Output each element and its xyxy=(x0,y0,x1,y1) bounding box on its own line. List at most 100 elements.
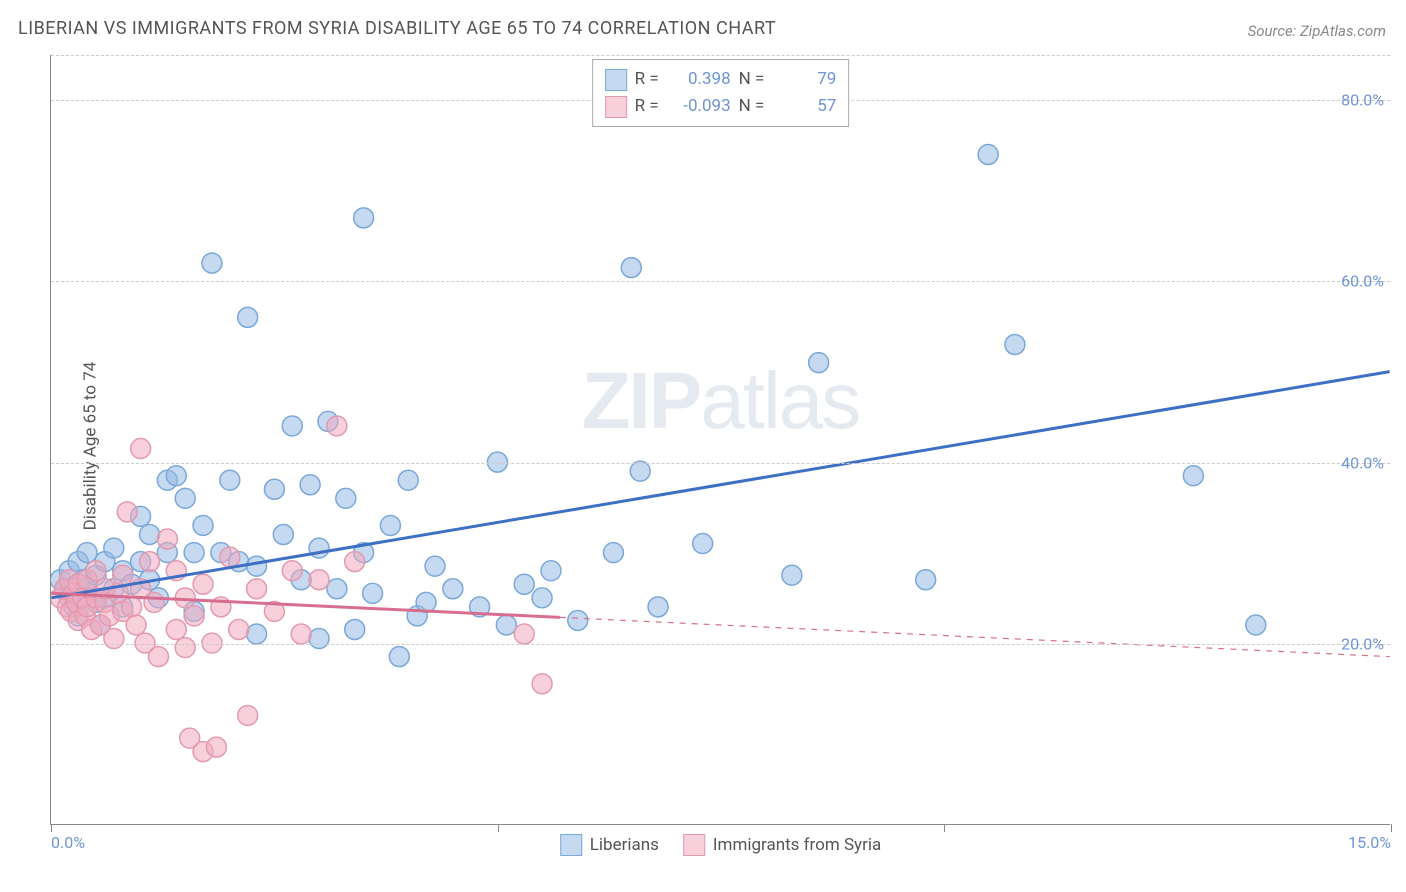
legend-row-0: R = 0.398 N = 79 xyxy=(605,66,837,93)
data-point xyxy=(532,674,552,694)
data-point xyxy=(175,588,195,608)
data-point xyxy=(86,565,106,585)
data-point xyxy=(148,647,168,667)
data-point xyxy=(95,588,115,608)
data-point xyxy=(166,466,186,486)
scatter-svg xyxy=(51,55,1390,824)
data-point xyxy=(380,515,400,535)
data-point xyxy=(978,145,998,165)
data-point xyxy=(327,579,347,599)
data-point xyxy=(140,570,160,590)
x-tick-mark xyxy=(1391,824,1392,832)
data-point xyxy=(247,556,267,576)
data-point xyxy=(59,561,79,581)
data-point xyxy=(131,506,151,526)
data-point xyxy=(90,615,110,635)
data-point xyxy=(77,570,97,590)
data-point xyxy=(86,592,106,612)
data-point xyxy=(51,588,70,608)
data-point xyxy=(73,570,93,590)
data-point xyxy=(95,579,115,599)
data-point xyxy=(148,588,168,608)
data-point xyxy=(630,461,650,481)
data-point xyxy=(77,597,97,617)
data-point xyxy=(425,556,445,576)
data-point xyxy=(184,606,204,626)
legend-item-0: Liberians xyxy=(560,834,659,856)
data-point xyxy=(180,728,200,748)
gridline-h xyxy=(51,55,1390,56)
y-tick-label: 60.0% xyxy=(1341,272,1384,291)
data-point xyxy=(1005,335,1025,355)
data-point xyxy=(693,534,713,554)
data-point xyxy=(157,529,177,549)
data-point xyxy=(193,574,213,594)
x-tick-label: 0.0% xyxy=(51,833,85,852)
legend-row-1: R = -0.093 N = 57 xyxy=(605,93,837,120)
data-point xyxy=(220,470,240,490)
data-point xyxy=(345,620,365,640)
correlation-legend: R = 0.398 N = 79 R = -0.093 N = 57 xyxy=(592,59,850,127)
data-point xyxy=(568,610,588,630)
data-point xyxy=(90,615,110,635)
data-point xyxy=(157,470,177,490)
data-point xyxy=(166,620,186,640)
legend-r-label: R = xyxy=(635,66,659,93)
data-point xyxy=(541,561,561,581)
data-point xyxy=(104,579,124,599)
legend-bottom-label-1: Immigrants from Syria xyxy=(713,835,881,855)
data-point xyxy=(345,552,365,572)
data-point xyxy=(59,588,79,608)
legend-r-value-1: -0.093 xyxy=(667,93,731,120)
data-point xyxy=(648,597,668,617)
data-point xyxy=(77,543,97,563)
y-tick-label: 80.0% xyxy=(1341,91,1384,110)
x-tick-mark xyxy=(51,824,52,832)
data-point xyxy=(389,647,409,667)
data-point xyxy=(273,525,293,545)
data-point xyxy=(202,253,222,273)
chart-title: LIBERIAN VS IMMIGRANTS FROM SYRIA DISABI… xyxy=(18,18,776,39)
watermark-light: atlas xyxy=(700,356,859,445)
data-point xyxy=(117,502,137,522)
data-point xyxy=(140,552,160,572)
data-point xyxy=(336,488,356,508)
trend-line xyxy=(51,593,560,617)
data-point xyxy=(327,416,347,436)
data-point xyxy=(108,583,128,603)
data-point xyxy=(603,543,623,563)
data-point xyxy=(55,579,75,599)
legend-n-label: N = xyxy=(739,93,765,120)
legend-swatch-1 xyxy=(605,96,627,118)
data-point xyxy=(113,561,133,581)
data-point xyxy=(57,597,77,617)
data-point xyxy=(300,475,320,495)
data-point xyxy=(206,737,226,757)
data-point xyxy=(64,583,84,603)
data-point xyxy=(220,547,240,567)
data-point xyxy=(291,624,311,644)
data-point xyxy=(61,601,81,621)
data-point xyxy=(809,353,829,373)
data-point xyxy=(532,588,552,608)
y-tick-label: 20.0% xyxy=(1341,634,1384,653)
data-point xyxy=(126,615,146,635)
gridline-h xyxy=(51,463,1390,464)
data-point xyxy=(470,597,490,617)
data-point xyxy=(621,258,641,278)
legend-bottom-label-0: Liberians xyxy=(590,835,659,855)
legend-swatch-0 xyxy=(605,69,627,91)
data-point xyxy=(104,629,124,649)
x-tick-label: 15.0% xyxy=(1348,833,1391,852)
data-point xyxy=(122,574,142,594)
data-point xyxy=(238,705,258,725)
legend-r-value-0: 0.398 xyxy=(667,66,731,93)
data-point xyxy=(157,543,177,563)
data-point xyxy=(113,565,133,585)
data-point xyxy=(514,624,534,644)
data-point xyxy=(211,597,231,617)
legend-r-label: R = xyxy=(635,93,659,120)
data-point xyxy=(309,629,329,649)
series-legend: Liberians Immigrants from Syria xyxy=(560,834,882,856)
data-point xyxy=(193,742,213,762)
